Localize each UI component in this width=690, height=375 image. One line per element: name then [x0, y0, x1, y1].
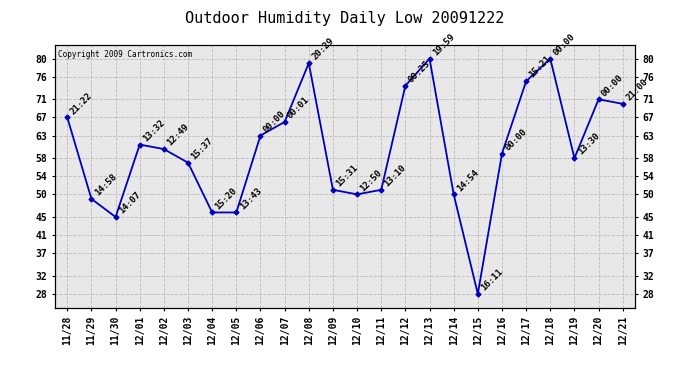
Text: 00:00: 00:00	[262, 109, 287, 134]
Text: 20:29: 20:29	[310, 36, 335, 62]
Text: 13:43: 13:43	[238, 186, 263, 211]
Text: 12:49: 12:49	[166, 122, 190, 148]
Text: 12:50: 12:50	[359, 168, 384, 193]
Text: 14:58: 14:58	[93, 172, 118, 198]
Text: 13:32: 13:32	[141, 118, 166, 143]
Text: 14:07: 14:07	[117, 190, 142, 216]
Text: 00:01: 00:01	[286, 95, 311, 120]
Text: 21:22: 21:22	[69, 91, 94, 116]
Text: 15:21: 15:21	[528, 54, 553, 80]
Text: 16:11: 16:11	[480, 267, 504, 292]
Text: 00:00: 00:00	[504, 127, 529, 152]
Text: 13:10: 13:10	[383, 163, 408, 189]
Text: 15:37: 15:37	[190, 136, 215, 161]
Text: 21:00: 21:00	[624, 77, 649, 102]
Text: Outdoor Humidity Daily Low 20091222: Outdoor Humidity Daily Low 20091222	[186, 11, 504, 26]
Text: 13:30: 13:30	[576, 131, 601, 157]
Text: Copyright 2009 Cartronics.com: Copyright 2009 Cartronics.com	[58, 50, 193, 59]
Text: 00:00: 00:00	[600, 72, 625, 98]
Text: 00:25: 00:25	[407, 59, 432, 84]
Text: 15:20: 15:20	[214, 186, 239, 211]
Text: 00:00: 00:00	[552, 32, 577, 57]
Text: 15:31: 15:31	[335, 163, 359, 189]
Text: 19:59: 19:59	[431, 32, 456, 57]
Text: 14:54: 14:54	[455, 168, 480, 193]
